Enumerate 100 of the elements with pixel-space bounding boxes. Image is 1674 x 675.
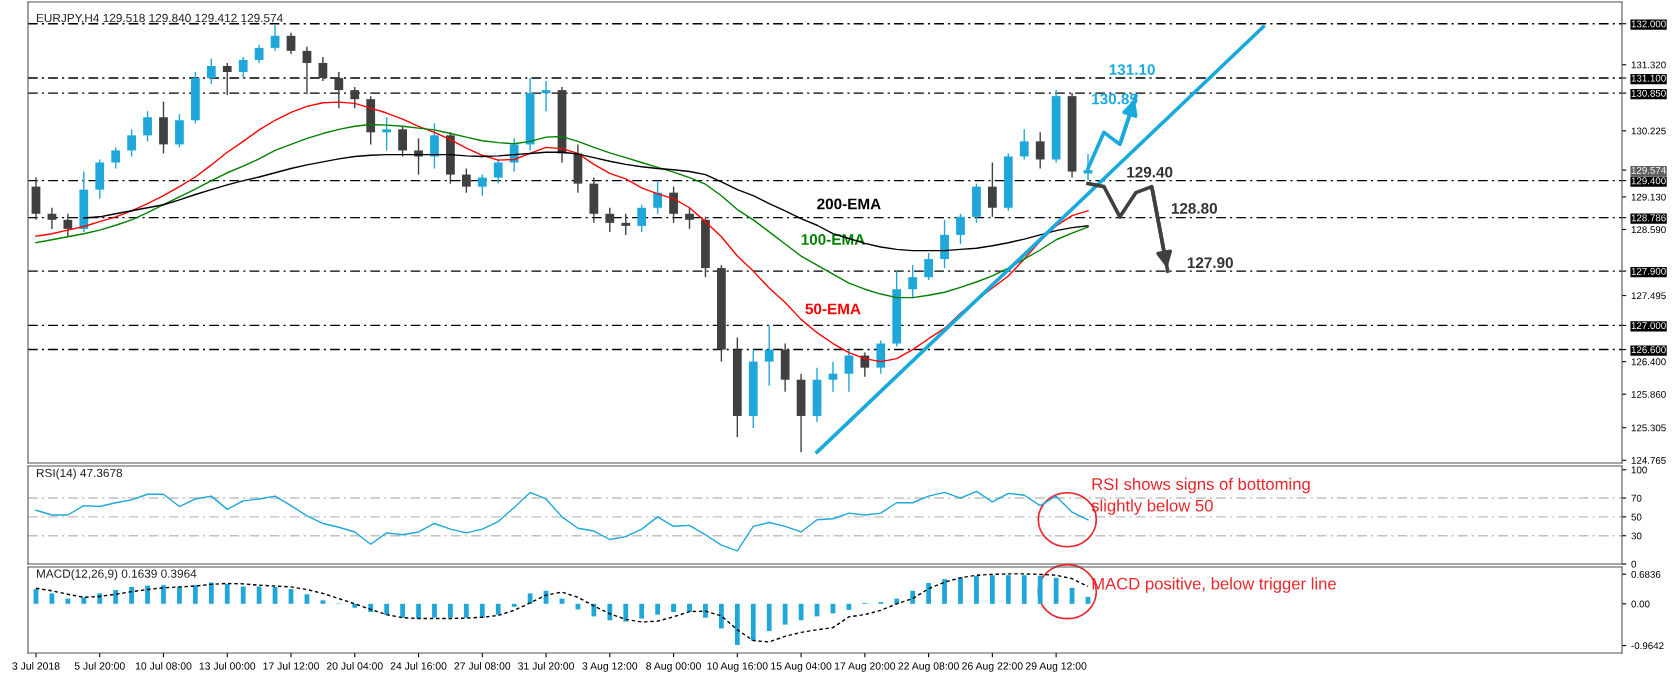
x-tick-label: 31 Jul 20:00 xyxy=(518,662,575,670)
bar xyxy=(942,579,947,604)
bar xyxy=(1037,575,1043,604)
bar xyxy=(1005,575,1011,604)
y-tick-label: 127.495 xyxy=(1631,292,1666,300)
bar xyxy=(65,598,71,604)
candlestick xyxy=(47,207,57,230)
bar xyxy=(113,589,119,604)
bar xyxy=(974,576,979,604)
y-tick-label: 130.225 xyxy=(1631,127,1666,135)
bar xyxy=(639,603,645,619)
bar xyxy=(384,603,390,616)
candlestick xyxy=(461,167,471,194)
y-tick-label: -0.9642 xyxy=(1631,642,1664,650)
y-tick-label: 30 xyxy=(1631,532,1642,540)
bar xyxy=(910,590,916,604)
y-tick-label: 132.000 xyxy=(1631,20,1666,28)
x-tick-label: 27 Jul 08:00 xyxy=(454,662,511,670)
y-tick-label: 0 xyxy=(1631,560,1637,568)
candlestick xyxy=(860,351,870,378)
x-tick-label: 22 Aug 08:00 xyxy=(898,662,959,672)
bar xyxy=(161,585,166,604)
y-tick-label: 127.900 xyxy=(1631,267,1666,275)
bar xyxy=(926,583,931,604)
y-tick-label: 128.786 xyxy=(1631,214,1666,222)
y-tick-label: 0.00 xyxy=(1631,600,1650,608)
candlestick xyxy=(254,44,264,64)
x-tick-label: 17 Jul 12:00 xyxy=(263,662,319,670)
candlestick xyxy=(956,213,965,245)
line-series xyxy=(35,490,1089,552)
bar xyxy=(129,586,134,604)
line-series xyxy=(35,123,1089,299)
chart-title: RSI(14) 47.3678 xyxy=(36,468,123,480)
y-tick-label: 100 xyxy=(1631,466,1647,474)
bar xyxy=(97,593,103,604)
x-tick-label: 10 Aug 16:00 xyxy=(707,662,768,672)
bar xyxy=(256,586,262,604)
bar xyxy=(192,585,198,604)
chart-title: MACD(12,26,9) 0.1639 0.3964 xyxy=(36,569,197,581)
candlestick xyxy=(924,252,933,281)
bar xyxy=(368,603,374,613)
candlestick xyxy=(318,56,328,82)
bar xyxy=(766,603,772,632)
bar xyxy=(750,603,756,641)
candlestick xyxy=(382,116,392,152)
y-tick-label: 129.400 xyxy=(1631,177,1666,185)
candlestick xyxy=(987,161,997,218)
x-tick-label: 3 Jul 2018 xyxy=(12,662,60,670)
annotation: 129.40 xyxy=(1127,166,1173,178)
candlestick xyxy=(143,110,152,143)
y-tick-label: 126.600 xyxy=(1631,346,1666,354)
bar xyxy=(1053,577,1059,604)
x-tick-label: 3 Aug 12:00 xyxy=(582,662,638,672)
bar xyxy=(224,583,230,604)
y-tick-label: 128.590 xyxy=(1631,226,1666,234)
bar xyxy=(432,603,437,618)
bar xyxy=(320,600,326,604)
candlestick xyxy=(238,56,248,79)
bar xyxy=(463,603,469,618)
y-tick-label: 125.305 xyxy=(1631,424,1666,432)
candlestick xyxy=(685,207,694,230)
x-tick-label: 29 Aug 12:00 xyxy=(1025,662,1087,672)
bar xyxy=(958,577,963,604)
bar xyxy=(416,603,421,619)
candlestick xyxy=(653,179,663,215)
bar xyxy=(1021,575,1027,604)
x-tick-label: 13 Jul 00:00 xyxy=(199,662,256,670)
bar xyxy=(177,586,182,604)
bar xyxy=(448,603,453,618)
bar xyxy=(719,603,724,629)
candlestick xyxy=(1019,128,1029,161)
bar xyxy=(81,597,87,604)
y-tick-label: 129.130 xyxy=(1631,193,1666,201)
y-tick-label: 131.100 xyxy=(1631,74,1666,82)
bar xyxy=(145,585,150,604)
bar xyxy=(671,603,676,613)
x-tick-label: 8 Aug 00:00 xyxy=(646,662,701,672)
candlestick xyxy=(493,158,503,185)
text: EURJPY,H4 129.518 129.840 129.412 129.574 xyxy=(36,13,283,24)
annotation: RSI shows signs of bottoming slightly below 50 xyxy=(1091,477,1310,515)
candlestick xyxy=(764,324,774,387)
x-tick-label: 20 Jul 04:00 xyxy=(326,662,383,670)
line-series xyxy=(1086,181,1170,273)
candlestick xyxy=(334,71,344,109)
candlestick xyxy=(350,86,360,109)
bar xyxy=(400,603,405,618)
y-tick-label: 125.860 xyxy=(1631,390,1666,398)
bar xyxy=(687,603,692,613)
candlestick xyxy=(286,32,296,55)
candlestick xyxy=(541,80,551,112)
candlestick xyxy=(669,185,678,224)
y-tick-label: 50 xyxy=(1631,513,1642,521)
candlestick xyxy=(621,213,631,236)
y-tick-label: 126.400 xyxy=(1631,358,1666,366)
y-tick-label: 129.574 xyxy=(1631,166,1666,174)
candlestick xyxy=(828,360,838,393)
annotation: 127.90 xyxy=(1187,257,1233,269)
candlestick xyxy=(637,204,647,233)
bar xyxy=(607,603,613,621)
x-tick-label: 24 Jul 16:00 xyxy=(390,662,447,670)
